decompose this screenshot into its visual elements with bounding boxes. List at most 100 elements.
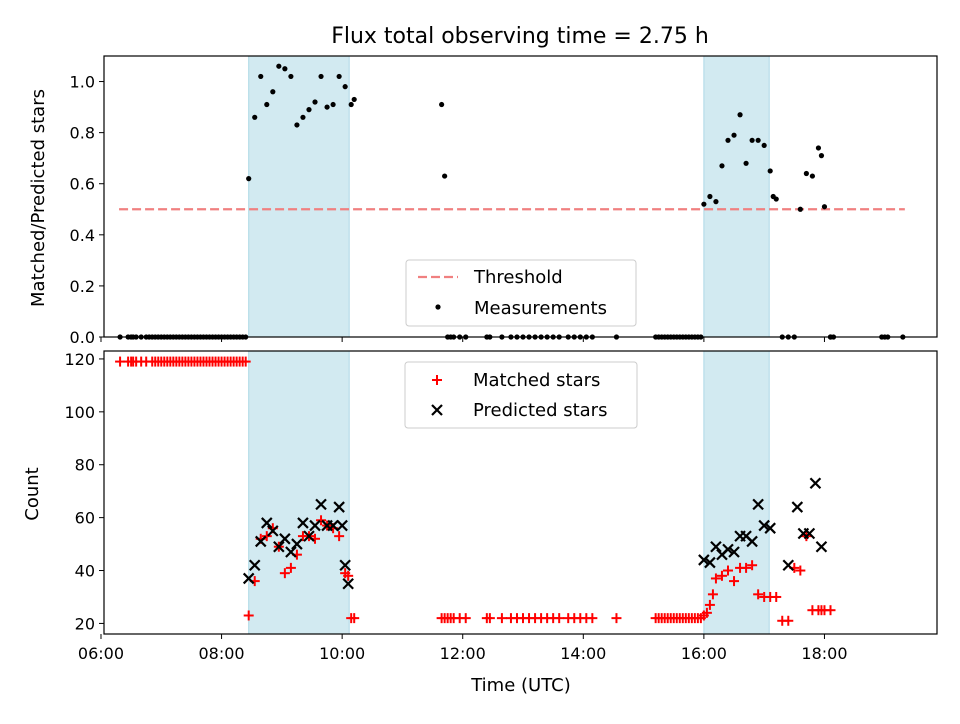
measurement-point <box>270 89 276 95</box>
matched-marker <box>710 573 721 584</box>
matched-marker <box>716 570 727 581</box>
predicted-marker <box>315 498 327 511</box>
predicted-marker <box>327 519 339 532</box>
matched-marker <box>741 562 752 573</box>
predicted-marker <box>279 533 291 545</box>
predicted-marker <box>291 538 303 550</box>
matched-marker <box>747 560 758 571</box>
measurement-point <box>294 122 300 128</box>
matched-marker <box>701 607 712 618</box>
legend-matched-label: Matched stars <box>473 370 600 391</box>
measurement-point <box>324 104 330 110</box>
legend-threshold-label: Threshold <box>473 267 563 288</box>
y-tick-label: 0.4 <box>70 226 95 245</box>
legend-predicted-swatch <box>431 404 443 416</box>
measurement-point <box>821 204 828 210</box>
highlight-band <box>248 350 350 635</box>
predicted-marker <box>710 540 722 553</box>
matched-marker <box>279 568 290 579</box>
predicted-marker <box>333 501 345 513</box>
measurement-point <box>288 73 294 80</box>
legend: Matched stars Predicted stars <box>404 361 638 429</box>
panel-top: 0.0 0.2 0.4 0.6 0.8 1.0 Threshold Measurements <box>70 55 938 347</box>
top-y-axis-label: Matched/Predicted stars <box>28 89 49 307</box>
matched-marker <box>771 591 782 602</box>
matched-marker <box>554 613 565 624</box>
measurement-point <box>351 96 357 103</box>
matched-marker <box>722 565 733 576</box>
predicted-marker <box>803 527 816 540</box>
measurement-point <box>743 160 749 166</box>
predicted-marker <box>815 540 828 553</box>
panel-bottom: 06:00 08:00 10:00 12:00 14:00 16:00 18:00 20 40 6… <box>64 350 938 663</box>
measurement-point <box>773 196 779 202</box>
legend-predicted-label: Predicted stars <box>473 400 607 421</box>
predicted-marker <box>339 559 351 572</box>
bottom-y-axis-label: Count <box>22 467 43 520</box>
predicted-marker <box>728 546 740 558</box>
measurement-point <box>246 176 252 182</box>
measurement-point <box>264 101 270 108</box>
measurement-point <box>318 73 324 80</box>
y-tick-label: 100 <box>64 403 95 422</box>
predicted-marker <box>297 517 309 529</box>
matched-marker <box>587 613 598 624</box>
predicted-marker <box>764 522 776 534</box>
measurement-point <box>342 84 348 90</box>
legend-measurement-label: Measurements <box>474 298 607 319</box>
measurement-point <box>755 137 761 143</box>
x-tick-label: 10:00 <box>319 644 365 663</box>
measurement-point <box>761 142 767 149</box>
y-tick-label: 0.6 <box>70 175 95 194</box>
x-axis-label: Time (UTC) <box>470 675 571 696</box>
measurement-point <box>282 66 288 72</box>
highlight-band <box>703 350 770 635</box>
predicted-marker <box>336 519 348 532</box>
predicted-marker <box>722 543 734 556</box>
matched-marker <box>753 589 764 600</box>
matched-marker <box>261 531 272 542</box>
predicted-marker <box>746 535 758 548</box>
x-tick-label: 08:00 <box>199 644 245 663</box>
measurement-point <box>707 193 713 200</box>
y-tick-label: 20 <box>75 614 95 633</box>
measurement-point <box>767 168 773 174</box>
predicted-marker <box>704 556 716 569</box>
y-tick-label: 60 <box>75 509 95 528</box>
matched-marker <box>334 531 345 542</box>
y-tick-label: 80 <box>75 456 95 475</box>
matched-marker <box>349 613 360 624</box>
matched-marker <box>316 515 327 526</box>
matched-marker <box>343 570 354 581</box>
measurement-point <box>276 63 282 69</box>
predicted-marker <box>309 519 321 532</box>
y-tick-label: 0.0 <box>70 328 95 347</box>
matched-marker <box>704 599 715 610</box>
measurement-point <box>815 145 822 151</box>
measurement-point <box>803 170 809 177</box>
x-tick-label: 18:00 <box>801 644 847 663</box>
plot-frame <box>103 350 938 635</box>
predicted-marker <box>758 519 770 532</box>
predicted-marker <box>248 559 261 572</box>
matched-marker <box>795 565 806 576</box>
measurement-point <box>439 101 445 108</box>
y-tick-label: 0.2 <box>70 277 95 296</box>
predicted-marker <box>809 477 822 490</box>
legend-box <box>404 361 638 429</box>
matched-marker <box>783 615 794 626</box>
predicted-marker <box>267 525 279 537</box>
matched-marker <box>729 576 740 587</box>
predicted-marker <box>698 554 710 566</box>
predicted-marker <box>752 498 764 511</box>
legend: Threshold Measurements <box>405 259 637 327</box>
highlight-band <box>248 55 350 338</box>
measurement-point <box>348 101 354 108</box>
measurement-point <box>300 114 306 120</box>
y-tick-label: 40 <box>75 562 95 581</box>
predicted-marker <box>782 559 795 572</box>
matched-marker <box>611 613 622 624</box>
matched-marker <box>240 356 251 367</box>
